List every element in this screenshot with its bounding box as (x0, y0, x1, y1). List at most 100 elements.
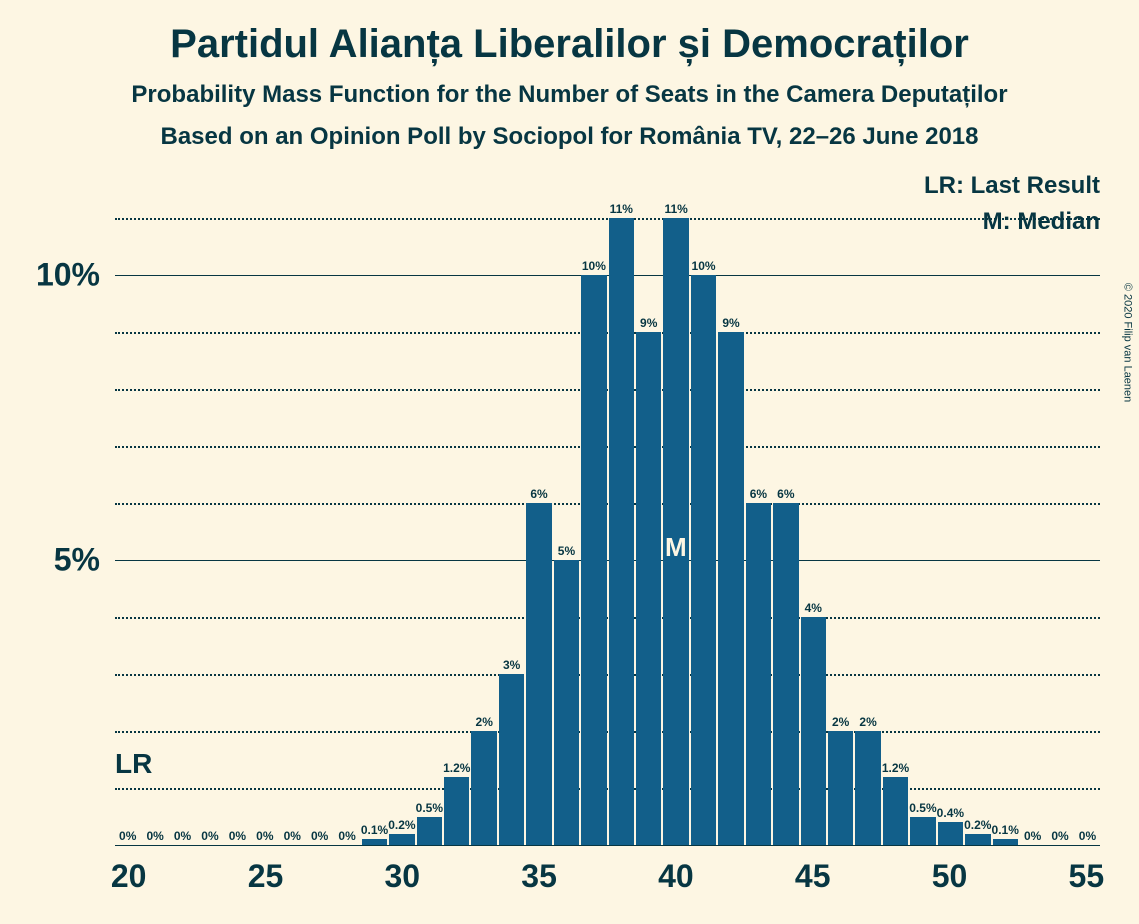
bar: 9% (718, 332, 743, 845)
bar-value-label: 3% (503, 658, 520, 672)
bar: 2% (471, 731, 496, 845)
bar-slot: 0.1% (993, 190, 1018, 845)
bar-value-label: 0% (1024, 829, 1041, 843)
bar-slot: 0.4% (938, 190, 963, 845)
y-axis-label: 5% (54, 542, 100, 579)
bar: 1.2% (444, 777, 469, 845)
x-axis-label: 35 (521, 858, 557, 895)
bar: 11% (609, 218, 634, 845)
bar-slot: 2% (855, 190, 880, 845)
bar: 5% (554, 560, 579, 845)
bar-value-label: 10% (692, 259, 716, 273)
bar: 9% (636, 332, 661, 845)
bar-value-label: 1.2% (882, 761, 909, 775)
bar-slot: 2% (471, 190, 496, 845)
bar-value-label: 5% (558, 544, 575, 558)
bar-slot: 0.5% (910, 190, 935, 845)
chart-bars: 0%0%0%0%0%0%0%0%0%0.1%0.2%0.5%1.2%2%3%6%… (115, 190, 1100, 845)
bar-value-label: 4% (805, 601, 822, 615)
bar-value-label: 6% (750, 487, 767, 501)
copyright-text: © 2020 Filip van Laenen (1121, 283, 1133, 402)
gridline-baseline (115, 845, 1100, 846)
bar: 0.5% (910, 817, 935, 845)
bar: 0.2% (389, 834, 414, 845)
bar-slot: 1.2% (883, 190, 908, 845)
bar: 10% (691, 275, 716, 845)
bar-slot: 0% (334, 190, 359, 845)
bar-slot: 4% (801, 190, 826, 845)
bar-value-label: 10% (582, 259, 606, 273)
bar-slot: 0% (197, 190, 222, 845)
bar-value-label: 6% (777, 487, 794, 501)
bar-slot: 0.2% (965, 190, 990, 845)
x-axis-label: 40 (658, 858, 694, 895)
bar: 2% (855, 731, 880, 845)
bar-value-label: 0.1% (361, 823, 388, 837)
bar-value-label: 0% (284, 829, 301, 843)
bar-slot: 6% (746, 190, 771, 845)
bar-value-label: 0% (174, 829, 191, 843)
bar-slot: 1.2% (444, 190, 469, 845)
bar-slot: 0% (252, 190, 277, 845)
bar-value-label: 0% (1051, 829, 1068, 843)
bar-slot: 11% (663, 190, 688, 845)
bar-slot: 0.2% (389, 190, 414, 845)
bar-value-label: 2% (859, 715, 876, 729)
bar-value-label: 0% (311, 829, 328, 843)
bar: 4% (801, 617, 826, 845)
bar-value-label: 0% (256, 829, 273, 843)
bar-slot: 3% (499, 190, 524, 845)
bar: 3% (499, 674, 524, 845)
bar-slot: 0% (1075, 190, 1100, 845)
bar-slot: 0.1% (362, 190, 387, 845)
bar-slot: 6% (526, 190, 551, 845)
bar: 0.4% (938, 822, 963, 845)
x-axis-label: 50 (932, 858, 968, 895)
bar-value-label: 2% (476, 715, 493, 729)
x-axis-label: 55 (1069, 858, 1105, 895)
bar-slot: 0.5% (417, 190, 442, 845)
y-axis-label: 10% (36, 257, 100, 294)
bar-value-label: 0% (1079, 829, 1096, 843)
bar-value-label: 2% (832, 715, 849, 729)
bar-slot: 0% (1047, 190, 1072, 845)
bar-slot: 0% (142, 190, 167, 845)
bar-value-label: 9% (640, 316, 657, 330)
median-marker: M (665, 532, 687, 563)
bar-slot: 0% (225, 190, 250, 845)
x-axis-label: 25 (248, 858, 284, 895)
bar-value-label: 0.2% (964, 818, 991, 832)
bar: 0.5% (417, 817, 442, 845)
x-axis-label: 45 (795, 858, 831, 895)
bar-slot: 2% (828, 190, 853, 845)
bar-slot: 0% (1020, 190, 1045, 845)
bar: 0.1% (993, 839, 1018, 845)
bar: 0.2% (965, 834, 990, 845)
bar-slot: 0% (115, 190, 140, 845)
bar-value-label: 0% (201, 829, 218, 843)
bar-slot: 10% (581, 190, 606, 845)
bar: 6% (526, 503, 551, 845)
bar-slot: 9% (718, 190, 743, 845)
x-axis-label: 30 (384, 858, 420, 895)
bar: 2% (828, 731, 853, 845)
bar-slot: 0% (307, 190, 332, 845)
chart-subtitle-1: Probability Mass Function for the Number… (0, 67, 1139, 109)
bar: 6% (773, 503, 798, 845)
bar-value-label: 11% (610, 202, 633, 216)
bar: 6% (746, 503, 771, 845)
bar-value-label: 0.5% (416, 801, 443, 815)
chart-subtitle-2: Based on an Opinion Poll by Sociopol for… (0, 109, 1139, 151)
bar-value-label: 0% (119, 829, 136, 843)
bar-slot: 0% (280, 190, 305, 845)
bar-value-label: 11% (664, 202, 687, 216)
bar-slot: 5% (554, 190, 579, 845)
bar-value-label: 0% (146, 829, 163, 843)
bar-value-label: 9% (722, 316, 739, 330)
bar-slot: 11% (609, 190, 634, 845)
x-axis-label: 20 (111, 858, 147, 895)
bar-value-label: 6% (530, 487, 547, 501)
bar-value-label: 0.4% (937, 806, 964, 820)
bar-slot: 10% (691, 190, 716, 845)
bar-value-label: 1.2% (443, 761, 470, 775)
